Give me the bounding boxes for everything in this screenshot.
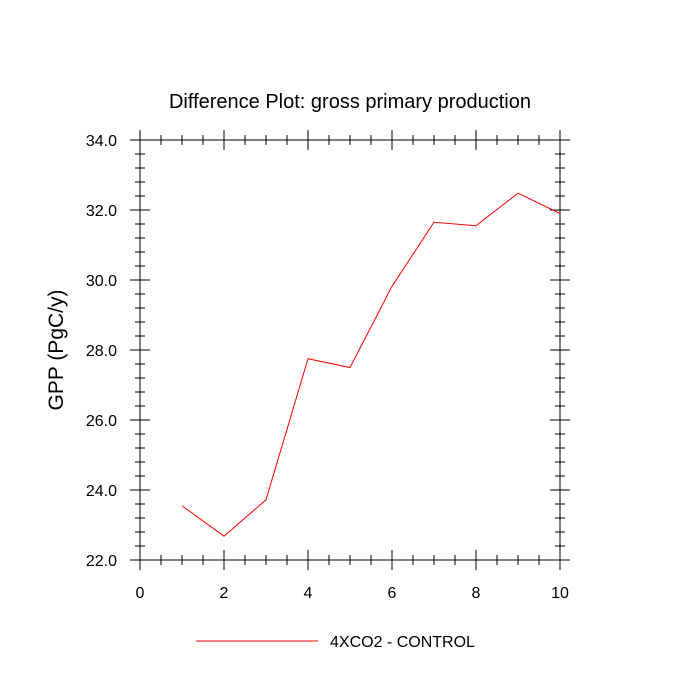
y-tick-label: 24.0 bbox=[86, 483, 117, 500]
legend: 4XCO2 - CONTROL bbox=[196, 634, 475, 651]
chart-title: Difference Plot: gross primary productio… bbox=[169, 91, 531, 113]
y-tick-label: 28.0 bbox=[86, 343, 117, 360]
series-line bbox=[181, 192, 561, 537]
x-tick-labels: 0 2 4 6 8 10 bbox=[136, 585, 569, 602]
y-axis-label: GPP (PgC/y) bbox=[45, 290, 68, 411]
y-tick-label: 34.0 bbox=[86, 133, 117, 150]
x-tick-label: 0 bbox=[136, 585, 145, 602]
y-tick-label: 30.0 bbox=[86, 273, 117, 290]
x-tick-label: 4 bbox=[304, 585, 313, 602]
plot-frame bbox=[139, 139, 561, 561]
legend-label: 4XCO2 - CONTROL bbox=[330, 634, 475, 651]
x-tick-label: 10 bbox=[551, 585, 569, 602]
series-layer bbox=[181, 192, 561, 537]
x-tick-label: 2 bbox=[220, 585, 229, 602]
x-tick-label: 6 bbox=[388, 585, 397, 602]
y-tick-label: 26.0 bbox=[86, 413, 117, 430]
y-tick-labels: 22.0 24.0 26.0 28.0 30.0 32.0 34.0 bbox=[86, 133, 117, 570]
axis-ticks bbox=[130, 130, 570, 570]
y-tick-label: 22.0 bbox=[86, 553, 117, 570]
y-tick-label: 32.0 bbox=[86, 203, 117, 220]
x-tick-label: 8 bbox=[472, 585, 481, 602]
